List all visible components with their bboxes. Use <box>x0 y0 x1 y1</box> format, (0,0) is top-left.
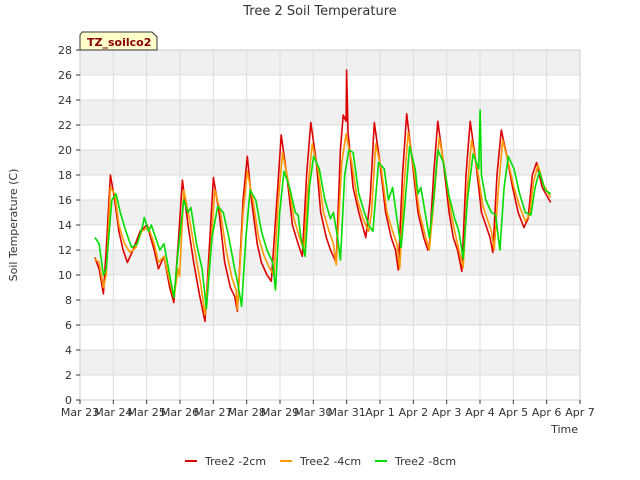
plot-band <box>80 300 580 325</box>
y-tick-label: 22 <box>58 119 72 132</box>
x-tick-label: Mar 30 <box>294 406 332 419</box>
series-line-tree2-8cm <box>94 109 552 310</box>
legend-label: Tree2 -2cm <box>204 455 266 468</box>
x-tick-label: Apr 3 <box>432 406 462 419</box>
y-tick-label: 4 <box>65 344 72 357</box>
plot-band <box>80 350 580 375</box>
annotation-frame <box>79 31 158 51</box>
series-layer <box>94 69 552 323</box>
plot-band <box>80 200 580 225</box>
plot-band <box>80 250 580 275</box>
y-tick-label: 12 <box>58 244 72 257</box>
x-axis-label: Time <box>550 423 578 436</box>
x-tick-label: Apr 1 <box>365 406 395 419</box>
x-tick-label: Mar 24 <box>94 406 132 419</box>
x-tick-label: Apr 4 <box>465 406 495 419</box>
y-axis-label: Soil Temperature (C) <box>7 169 20 282</box>
y-tick-label: 10 <box>58 269 72 282</box>
y-tick-label: 0 <box>65 394 72 407</box>
x-tick-label: Mar 31 <box>328 406 366 419</box>
y-tick-label: 2 <box>65 369 72 382</box>
y-tick-label: 8 <box>65 294 72 307</box>
plot-band <box>80 100 580 125</box>
y-tick-label: 16 <box>58 194 72 207</box>
x-tick-label: Mar 23 <box>61 406 99 419</box>
y-tick-label: 14 <box>58 219 72 232</box>
legend-label: Tree2 -4cm <box>299 455 361 468</box>
y-tick-label: 26 <box>58 69 72 82</box>
legend-item: Tree2 -8cm <box>375 455 456 468</box>
x-tick-label: Apr 7 <box>565 406 595 419</box>
y-tick-label: 28 <box>58 44 72 57</box>
legend-label: Tree2 -8cm <box>394 455 456 468</box>
chart-title: Tree 2 Soil Temperature <box>242 4 397 19</box>
x-tick-label: Mar 28 <box>228 406 266 419</box>
annotation-text: TZ_soilco2 <box>87 36 151 49</box>
plot-band <box>80 50 580 75</box>
x-tick-label: Apr 6 <box>532 406 562 419</box>
x-tick-label: Mar 25 <box>128 406 166 419</box>
plot-band <box>80 150 580 175</box>
y-tick-label: 6 <box>65 319 72 332</box>
y-tick-label: 20 <box>58 144 72 157</box>
series-line-tree2-2cm <box>94 69 552 323</box>
legend-item: Tree2 -4cm <box>280 455 361 468</box>
x-tick-label: Apr 5 <box>499 406 529 419</box>
legend-item: Tree2 -2cm <box>185 455 266 468</box>
legend: Tree2 -2cm Tree2 -4cm Tree2 -8cm <box>185 455 456 468</box>
annotation-box: TZ_soilco2 <box>79 31 158 51</box>
x-tick-label: Mar 29 <box>261 406 299 419</box>
y-tick-label: 18 <box>58 169 72 182</box>
x-tick-label: Mar 27 <box>194 406 232 419</box>
x-tick-label: Mar 26 <box>161 406 199 419</box>
x-tick-label: Apr 2 <box>399 406 429 419</box>
plot-background-bands <box>80 50 580 375</box>
y-tick-label: 24 <box>58 94 72 107</box>
